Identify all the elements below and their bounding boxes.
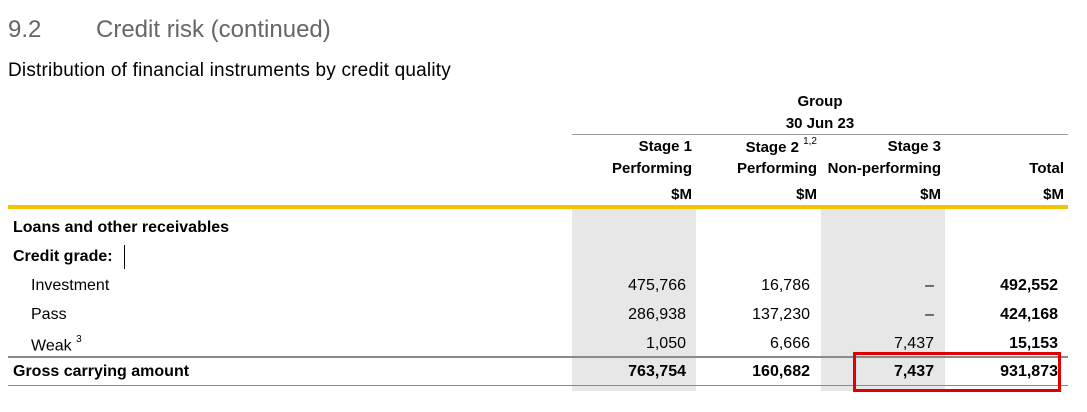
cell-investment-stage1: 475,766: [628, 277, 686, 294]
col-stage1-line2: Performing: [611, 160, 692, 177]
row-label-weak: Weak 3: [31, 334, 82, 355]
date-header: 30 Jun 23: [785, 115, 855, 132]
cell-weak-total: 15,153: [1009, 335, 1058, 352]
shade-col-stage1: [572, 209, 696, 391]
table-title: Distribution of financial instruments by…: [8, 60, 451, 81]
total-top-rule: [8, 356, 1068, 358]
section-number: 9.2: [8, 16, 42, 43]
shade-col-stage3: [821, 209, 945, 391]
total-stage2: 160,682: [752, 363, 810, 380]
total-bottom-rule: [8, 385, 1068, 386]
row-label-pass: Pass: [31, 306, 67, 323]
section-label-credit-grade: Credit grade:: [13, 248, 113, 265]
header-rule: [572, 134, 1068, 135]
cell-investment-stage3: –: [925, 277, 934, 294]
cell-pass-stage2: 137,230: [752, 306, 810, 323]
weak-footnote: 3: [76, 334, 82, 345]
col-stage2-line2: Performing: [736, 160, 817, 177]
total-row-label: Gross carrying amount: [13, 363, 190, 380]
total-stage1: 763,754: [628, 363, 686, 380]
col-stage3-line2: Non-performing: [827, 160, 941, 177]
total-total: 931,873: [1000, 363, 1058, 380]
col-total-unit: $M: [1043, 186, 1064, 203]
section-title: Credit risk (continued): [96, 16, 331, 43]
col-stage3-unit: $M: [920, 186, 941, 203]
col-stage1-unit: $M: [671, 186, 692, 203]
cell-pass-stage3: –: [925, 306, 934, 323]
text-cursor: [124, 245, 125, 269]
col-stage2-footnote: 1,2: [803, 136, 817, 147]
cell-pass-total: 424,168: [1000, 306, 1058, 323]
cell-weak-stage1: 1,050: [645, 335, 686, 352]
section-heading: 9.2 Credit risk (continued): [8, 16, 331, 44]
cell-investment-stage2: 16,786: [761, 277, 810, 294]
col-total-line2: Total: [1029, 160, 1064, 177]
col-stage3-line1: Stage 3: [887, 138, 941, 155]
total-stage3: 7,437: [893, 363, 934, 380]
header-gold-rule: [8, 205, 1068, 209]
group-header: Group: [797, 93, 843, 110]
cell-weak-stage2: 6,666: [769, 335, 810, 352]
col-stage1-line1: Stage 1: [638, 138, 692, 155]
cell-investment-total: 492,552: [1000, 277, 1058, 294]
col-stage2-unit: $M: [796, 186, 817, 203]
cell-pass-stage1: 286,938: [628, 306, 686, 323]
highlight-box: [853, 352, 1061, 392]
row-label-investment: Investment: [31, 277, 110, 294]
col-stage2-line1: Stage 2 1,2: [745, 136, 817, 156]
section-label-loans: Loans and other receivables: [13, 219, 230, 236]
cell-weak-stage3: 7,437: [893, 335, 934, 352]
